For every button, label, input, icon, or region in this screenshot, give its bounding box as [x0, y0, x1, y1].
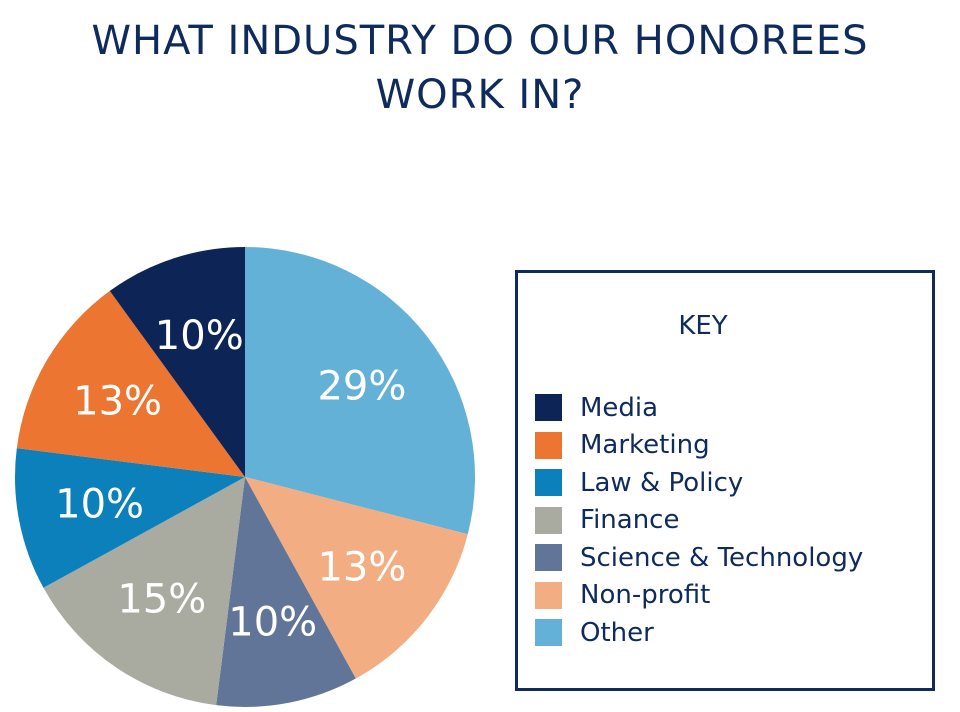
- pie-slice-media: [109, 247, 246, 477]
- legend-label-science-and-technology: Science & Technology: [580, 542, 864, 573]
- legend-label-finance: Finance: [580, 505, 680, 536]
- legend-swatch-finance: [535, 506, 562, 534]
- legend-box: KEY Media Marketing Law & Policy Finance Sci…: [515, 270, 935, 691]
- legend-item-marketing: Marketing: [535, 427, 863, 465]
- data-label-law-and-policy: 10%: [55, 482, 144, 528]
- legend-item-science-and-technology: Science & Technology: [535, 539, 863, 577]
- pie-slice-marketing: [16, 290, 246, 477]
- legend-swatch-law-and-policy: [535, 469, 562, 497]
- legend-list: Media Marketing Law & Policy Finance Science…: [535, 389, 863, 652]
- chart-title-line-2: WORK IN?: [375, 72, 585, 118]
- legend-swatch-media: [535, 394, 562, 422]
- pie-slice-science-and-technology: [216, 477, 356, 707]
- legend-title: KEY: [678, 311, 728, 341]
- legend-item-media: Media: [535, 389, 863, 427]
- legend-swatch-other: [535, 619, 562, 647]
- data-label-non-profit: 13%: [317, 545, 406, 591]
- data-label-other: 29%: [317, 363, 406, 409]
- legend-label-marketing: Marketing: [580, 430, 710, 461]
- legend-label-law-and-policy: Law & Policy: [580, 467, 744, 498]
- data-label-finance: 15%: [117, 576, 206, 622]
- data-label-marketing: 13%: [73, 379, 162, 425]
- legend-item-non-profit: Non-profit: [535, 577, 863, 615]
- legend-swatch-non-profit: [535, 581, 562, 609]
- pie-slice-other: [245, 247, 475, 535]
- data-label-media: 10%: [155, 313, 244, 359]
- legend-item-law-and-policy: Law & Policy: [535, 464, 863, 502]
- pie-slice-law-and-policy: [14, 448, 246, 588]
- legend-item-other: Other: [535, 614, 863, 652]
- legend-swatch-science-and-technology: [535, 544, 562, 572]
- data-label-science-and-technology: 10%: [228, 599, 317, 645]
- legend-label-other: Other: [580, 617, 654, 648]
- legend-label-non-profit: Non-profit: [580, 580, 711, 611]
- chart-title-line-1: WHAT INDUSTRY DO OUR HONOREES: [91, 18, 869, 64]
- legend-item-finance: Finance: [535, 502, 863, 540]
- legend-swatch-marketing: [535, 431, 562, 459]
- legend-label-media: Media: [580, 392, 659, 423]
- pie-slice-finance: [43, 477, 245, 706]
- pie-slice-non-profit: [245, 477, 468, 679]
- chart-title: WHAT INDUSTRY DO OUR HONOREES WORK IN?: [0, 14, 960, 122]
